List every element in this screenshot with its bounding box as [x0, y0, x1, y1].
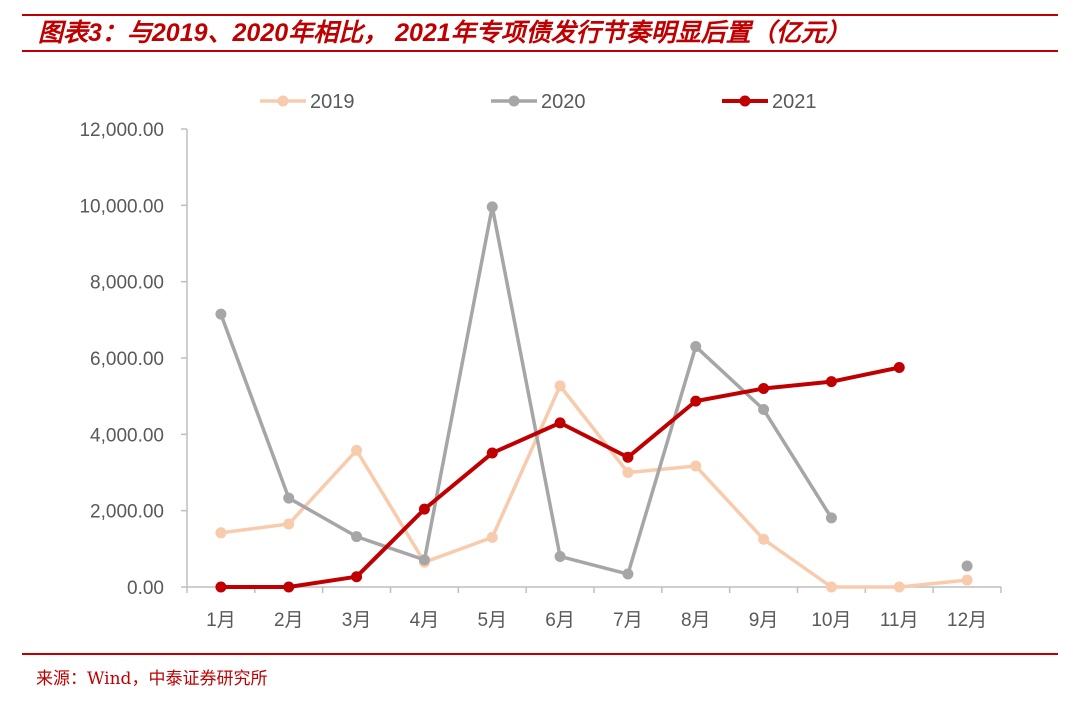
legend-label: 2019: [310, 91, 355, 113]
data-point: [486, 201, 498, 213]
data-point: [554, 550, 566, 562]
x-tick-label: 12月: [947, 610, 987, 631]
data-point: [961, 574, 973, 586]
footer-rule: [22, 653, 1058, 655]
data-point: [622, 467, 634, 478]
legend-label: 2020: [541, 91, 586, 113]
data-point: [554, 380, 566, 392]
legend-item-2019: 2019: [260, 91, 355, 113]
data-point: [893, 362, 905, 374]
data-point: [554, 417, 566, 429]
data-point: [961, 560, 973, 572]
y-tick-label: 0.00: [127, 578, 164, 599]
data-point: [351, 444, 363, 456]
data-point: [825, 376, 837, 388]
figure-title: 图表3：与2019、2020年相比， 2021年专项债发行节奏明显后置（亿元）: [38, 19, 851, 47]
data-point: [418, 503, 430, 515]
data-point: [215, 581, 227, 593]
data-point: [351, 571, 363, 583]
legend-marker: [508, 95, 520, 107]
data-point: [690, 460, 702, 472]
legend-label: 2021: [772, 91, 817, 113]
x-tick-label: 5月: [477, 610, 507, 631]
data-point: [215, 527, 227, 539]
x-tick-label: 4月: [410, 610, 440, 631]
chart-legend: 2019 2020 2021: [260, 91, 817, 113]
legend-marker: [277, 95, 289, 107]
x-tick-label: 8月: [681, 610, 711, 631]
series-layer: [215, 201, 973, 593]
data-point: [690, 395, 702, 407]
data-point: [486, 447, 498, 459]
series-2019: [215, 380, 973, 593]
data-point: [893, 581, 905, 593]
x-tick-label: 1月: [206, 610, 236, 631]
data-point: [215, 308, 227, 320]
y-tick-label: 10,000.00: [79, 196, 164, 217]
y-tick-label: 6,000.00: [90, 349, 164, 370]
chart-axes: [181, 128, 1002, 593]
legend-marker: [739, 95, 751, 107]
title-bottom-rule: [22, 50, 1058, 52]
x-tick-label: 2月: [274, 610, 304, 631]
y-axis-ticks: 0.00 2,000.00 4,000.00 6,000.00 8,000.00 10,0…: [79, 120, 164, 599]
y-tick-label: 4,000.00: [90, 425, 164, 446]
y-tick-label: 8,000.00: [90, 273, 164, 294]
data-point: [758, 404, 770, 416]
x-tick-label: 11月: [880, 610, 919, 631]
series-2021: [215, 362, 905, 593]
data-point: [283, 518, 295, 530]
x-tick-label: 3月: [342, 610, 372, 631]
data-point: [283, 492, 295, 504]
line-chart: 0.00 2,000.00 4,000.00 6,000.00 8,000.00 10,0…: [79, 91, 1002, 631]
data-point: [825, 512, 837, 524]
x-tick-label: 10月: [811, 610, 851, 631]
x-axis-ticks: 1月 2月 3月 4月 5月 6月 7月 8月 9月 10月 11月 12月: [206, 610, 987, 631]
source-note: 来源：Wind，中泰证券研究所: [36, 669, 268, 689]
data-point: [825, 581, 837, 593]
data-point: [486, 531, 498, 543]
legend-item-2021: 2021: [722, 91, 817, 113]
x-tick-label: 6月: [545, 610, 575, 631]
series-line: [219, 384, 969, 589]
data-point: [351, 531, 363, 543]
y-tick-label: 2,000.00: [90, 502, 164, 523]
series-line: [219, 205, 834, 576]
data-point: [283, 581, 295, 593]
title-top-rule: [22, 14, 1058, 16]
data-point: [758, 533, 770, 545]
y-tick-label: 12,000.00: [79, 120, 164, 141]
x-tick-label: 7月: [613, 610, 643, 631]
data-point: [690, 341, 702, 353]
data-point: [622, 451, 634, 463]
data-point: [622, 568, 634, 580]
data-point: [418, 554, 430, 566]
series-2020: [215, 201, 973, 580]
x-tick-label: 9月: [749, 610, 779, 631]
data-point: [758, 383, 770, 395]
legend-item-2020: 2020: [491, 91, 586, 113]
